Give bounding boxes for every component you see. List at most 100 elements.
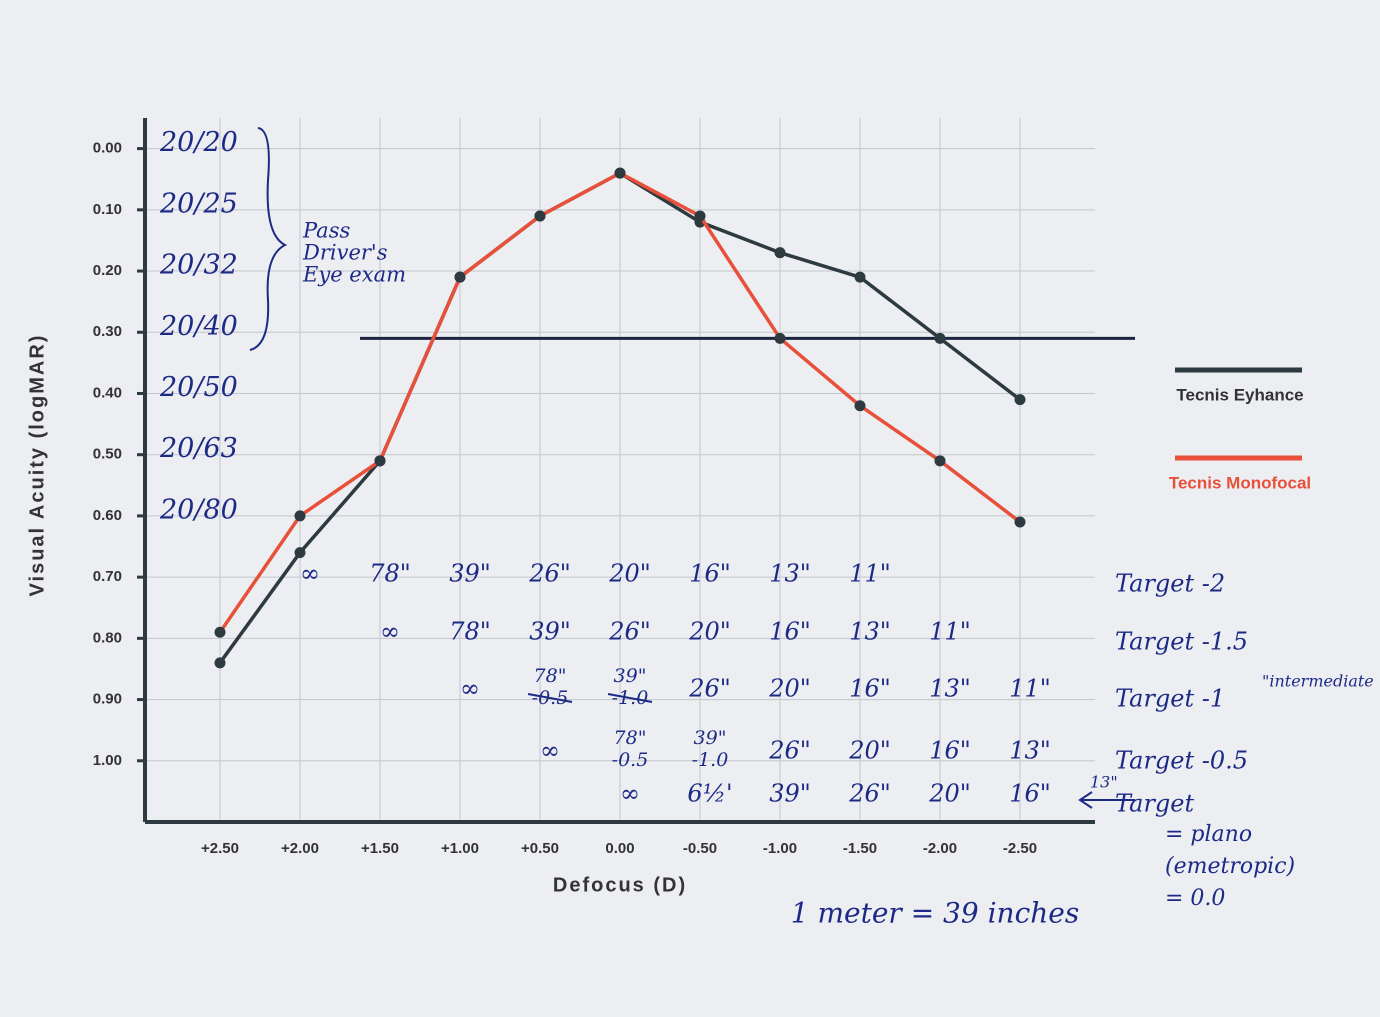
snellen-label: 20/63 (159, 433, 238, 464)
distance-cell: 78" (614, 727, 647, 749)
x-tick-label: -2.50 (1003, 840, 1037, 857)
distance-cell: 26" (608, 618, 651, 646)
point (854, 271, 866, 283)
point (774, 332, 786, 344)
distance-cell: 16" (769, 618, 811, 646)
distance-cell: 26" (768, 737, 811, 765)
point (934, 455, 946, 467)
distance-cell: ∞ (460, 675, 480, 703)
x-tick-label: +1.00 (441, 840, 479, 857)
point (774, 247, 786, 259)
distance-cell: ∞ (380, 618, 400, 646)
x-tick-label: -1.00 (763, 840, 797, 857)
distance-cell: 6½' (687, 780, 732, 808)
footnote: 1 meter = 39 inches (791, 897, 1079, 930)
distance-cell: 16" (929, 737, 971, 765)
distance-cell: 13" (1009, 737, 1051, 765)
distance-cell: 39" (614, 665, 647, 687)
x-tick-label: +1.50 (361, 840, 399, 857)
distance-cell: 20" (688, 618, 731, 646)
y-tick-label: 1.00 (93, 752, 122, 769)
y-tick-label: 0.10 (93, 201, 122, 218)
x-tick-label: +0.50 (521, 840, 559, 857)
point (534, 210, 546, 222)
distance-cell: 16" (689, 560, 731, 588)
arrow-note: 13" (1090, 773, 1118, 792)
point (454, 271, 466, 283)
y-tick-label: 0.30 (93, 323, 122, 340)
distance-cell: 78" (449, 618, 491, 646)
point (214, 657, 226, 669)
x-tick-label: -2.00 (923, 840, 957, 857)
distance-cell: 39" (449, 560, 491, 588)
snellen-label: 20/50 (159, 372, 238, 403)
legend-label: Tecnis Monofocal (1169, 473, 1311, 492)
x-tick-label: 0.00 (605, 840, 634, 857)
point (614, 167, 626, 179)
y-axis-label: Visual Acuity (logMAR) (26, 334, 48, 597)
point (1014, 394, 1026, 406)
distance-cell: 11" (1009, 675, 1051, 703)
arrow (1078, 791, 1135, 809)
y-tick-label: 0.70 (93, 568, 122, 585)
row-note: "intermediate (1262, 672, 1374, 691)
distance-cell: -1.0 (692, 749, 729, 771)
x-tick-label: +2.50 (201, 840, 239, 857)
distance-cell: 20" (928, 780, 971, 808)
distance-cell: 11" (929, 618, 971, 646)
row-note: = plano (1165, 822, 1252, 847)
y-tick-label: 0.60 (93, 507, 122, 524)
y-tick-label: 0.40 (93, 384, 122, 401)
distance-cell: 13" (929, 675, 971, 703)
x-tick-label: -0.50 (683, 840, 717, 857)
distance-cell: 16" (1009, 780, 1051, 808)
row-label: Target -1 (1115, 685, 1225, 713)
row-label: Target -2 (1115, 570, 1225, 598)
snellen-label: 20/32 (159, 250, 238, 281)
snellen-label: 20/40 (159, 311, 238, 342)
bracket-note: Driver's (302, 241, 388, 265)
bracket (249, 127, 288, 351)
row-label: Target -1.5 (1115, 628, 1248, 656)
x-tick-label: +2.00 (281, 840, 319, 857)
x-tick-label: -1.50 (843, 840, 877, 857)
y-tick-label: 0.80 (93, 629, 122, 646)
point (1014, 516, 1026, 528)
distance-cell: ∞ (620, 780, 640, 808)
point (374, 455, 386, 467)
distance-cell: 26" (848, 780, 891, 808)
snellen-label: 20/80 (159, 494, 238, 525)
strike (527, 693, 573, 703)
y-tick-label: 0.90 (93, 691, 122, 708)
distance-cell: 39" (529, 618, 571, 646)
row-label: Target (1115, 790, 1194, 818)
y-tick-label: 0.00 (93, 140, 122, 157)
bracket-note: Eye exam (302, 263, 406, 287)
y-tick-label: 0.50 (93, 446, 122, 463)
row-note: (emetropic) (1165, 854, 1295, 879)
distance-cell: 20" (608, 560, 651, 588)
distance-cell: 20" (848, 737, 891, 765)
distance-cell: 26" (688, 675, 731, 703)
point (694, 210, 706, 222)
strike (607, 693, 653, 703)
distance-cell: 11" (849, 560, 891, 588)
distance-cell: ∞ (300, 560, 320, 588)
distance-cell: -0.5 (612, 749, 649, 771)
distance-cell: 26" (528, 560, 571, 588)
distance-cell: 78" (369, 560, 411, 588)
snellen-label: 20/20 (159, 127, 238, 158)
distance-cell: 39" (694, 727, 727, 749)
bracket-note: Pass (302, 219, 350, 243)
point (294, 547, 306, 559)
point (934, 332, 946, 344)
legend-label: Tecnis Eyhance (1176, 385, 1303, 404)
distance-cell: 16" (849, 675, 891, 703)
snellen-label: 20/25 (159, 188, 238, 219)
point (214, 626, 226, 638)
distance-cell: ∞ (540, 737, 560, 765)
distance-cell: 13" (849, 618, 891, 646)
